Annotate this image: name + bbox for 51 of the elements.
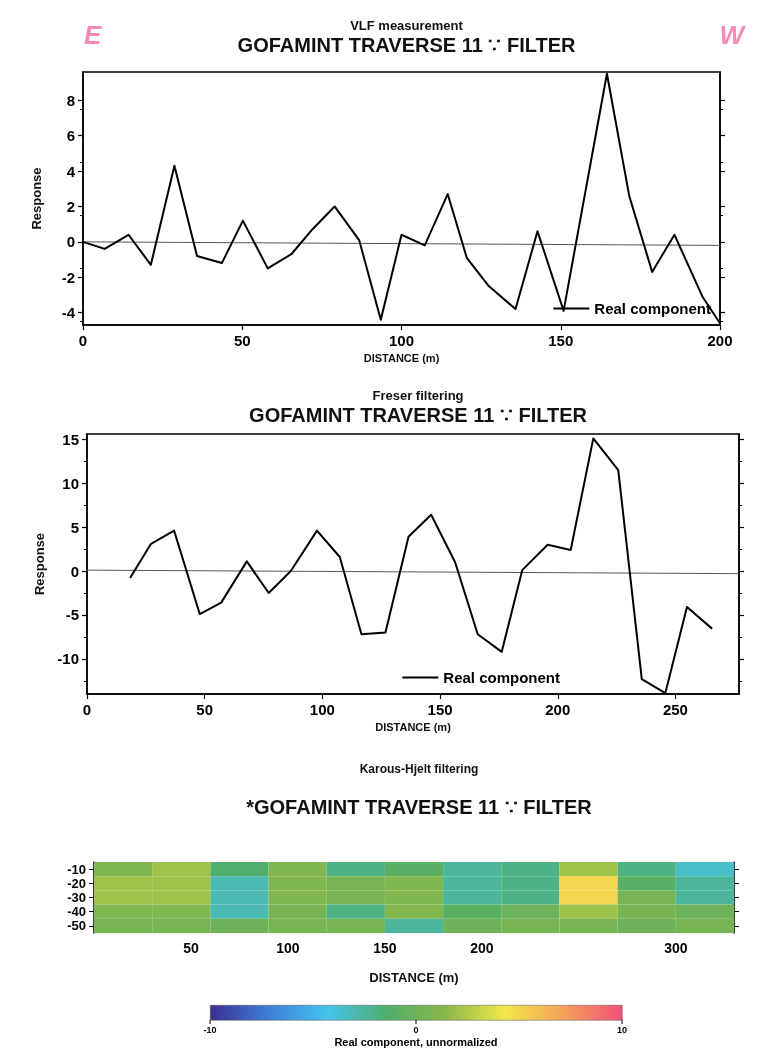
y-tick-label: -40: [67, 904, 86, 920]
x-tick-label: 100: [309, 701, 335, 718]
y-tick-label: 10: [62, 474, 79, 492]
y-tick-label: -4: [61, 304, 76, 322]
y-tick-label: 0: [66, 233, 75, 251]
x-tick-label: 200: [707, 332, 733, 349]
chart-subtitle: Freser filtering: [372, 388, 464, 403]
chart-title: GOFAMINT TRAVERSE 11 ∵ FILTER: [237, 34, 576, 56]
x-tick-label: 150: [548, 332, 574, 349]
text: W: [719, 20, 747, 50]
x-tick-label: 50: [183, 940, 199, 956]
y-tick-label: 5: [70, 518, 79, 536]
chart-title: GOFAMINT TRAVERSE 11 ∵ FILTER: [249, 404, 588, 426]
x-tick-label: 200: [545, 701, 571, 718]
x-tick-label: 300: [664, 940, 688, 956]
x-tick-label: 50: [196, 701, 214, 718]
y-tick-label: 6: [66, 127, 75, 145]
chart-title: *GOFAMINT TRAVERSE 11 ∵ FILTER: [246, 796, 593, 818]
legend-label: Real component: [443, 669, 561, 686]
y-tick-label: -2: [61, 268, 75, 286]
y-tick-label: -10: [67, 861, 86, 877]
color-bar-label: -10: [203, 1024, 217, 1035]
y-tick-label: -10: [57, 650, 79, 668]
legend-label: Real component: [594, 300, 712, 317]
x-tick-label: 200: [470, 940, 494, 956]
x-tick-label: 100: [388, 332, 415, 349]
color-bar-title: Real component, unnormalized: [334, 1035, 498, 1048]
x-axis-title: DISTANCE (m): [363, 352, 440, 365]
y-axis-title: Response: [32, 532, 48, 596]
y-tick-label: 4: [66, 162, 76, 180]
color-bar-label: 10: [616, 1024, 628, 1035]
y-tick-label: 15: [62, 430, 79, 448]
y-axis-title: Response: [29, 167, 44, 230]
x-tick-label: 250: [662, 701, 688, 718]
chart-subtitle: Karous-Hjelt filtering: [359, 762, 479, 776]
y-tick-label: -5: [65, 606, 79, 624]
text: E: [84, 20, 102, 50]
chart-subtitle: VLF measurement: [350, 18, 464, 33]
x-axis-title: DISTANCE (m): [375, 721, 452, 734]
x-axis-title: DISTANCE (m): [369, 970, 459, 985]
x-tick-label: 150: [373, 940, 397, 956]
y-tick-label: 8: [66, 91, 75, 109]
x-tick-label: 100: [276, 940, 300, 956]
y-tick-label: -50: [67, 918, 86, 934]
y-tick-label: -30: [67, 890, 86, 905]
x-tick-label: 50: [233, 332, 251, 349]
x-tick-label: 150: [427, 701, 453, 718]
y-tick-label: 0: [70, 562, 79, 580]
y-tick-label: -20: [67, 875, 86, 891]
y-tick-label: 2: [66, 197, 75, 215]
color-bar-label: 0: [413, 1024, 419, 1035]
